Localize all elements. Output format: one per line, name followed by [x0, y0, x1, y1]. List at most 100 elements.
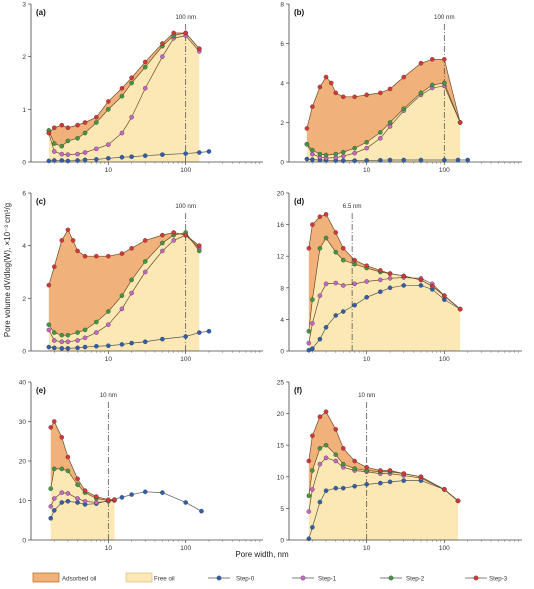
x-tick-label: 100 — [180, 167, 191, 174]
fill-areas — [48, 229, 200, 351]
data-point-step-2 — [142, 64, 148, 70]
data-point-step-0 — [59, 346, 65, 351]
data-point-step-2 — [378, 130, 383, 135]
data-point-step-1 — [94, 330, 99, 335]
data-point-step-1 — [333, 280, 339, 286]
data-point-step-1 — [352, 281, 357, 287]
data-point-step-0 — [465, 157, 470, 163]
y-tick-label: 2 — [280, 120, 284, 127]
y-tick-label: 0 — [22, 349, 26, 356]
data-point-step-1 — [364, 145, 369, 151]
panel-d: 0 4 8 12 16 20 10 100 6.5 nm (d) — [277, 191, 522, 363]
data-point-step-0 — [206, 149, 212, 154]
data-point-step-3 — [378, 268, 383, 273]
data-point-step-3 — [387, 86, 393, 92]
data-point-step-3 — [183, 232, 188, 238]
data-point-step-3 — [341, 246, 346, 251]
annotation-label: 100 nm — [175, 14, 196, 21]
data-point-step-1 — [142, 269, 148, 275]
data-point-step-0 — [82, 344, 88, 350]
data-point-step-1 — [323, 455, 329, 461]
data-point-step-2 — [106, 107, 111, 112]
data-point-step-3 — [323, 212, 329, 217]
data-point-step-2 — [323, 152, 329, 158]
data-point-step-1 — [352, 150, 357, 156]
data-point-step-3 — [341, 446, 346, 451]
data-point-step-1 — [129, 290, 134, 296]
data-point-step-1 — [75, 338, 80, 343]
free-oil-area — [48, 32, 200, 162]
data-point-step-3 — [310, 222, 315, 227]
panel-e: 0 10 20 30 40 10 100 10 nm (e) — [19, 380, 263, 552]
data-point-step-0 — [46, 158, 52, 164]
data-point-step-0 — [310, 525, 315, 530]
data-point-step-0 — [106, 343, 111, 349]
y-tick-label: 0 — [280, 160, 284, 167]
data-point-step-3 — [52, 264, 57, 270]
y-tick-label: 4 — [280, 81, 284, 88]
data-point-step-1 — [65, 339, 71, 345]
x-tick-label: 100 — [439, 167, 450, 174]
panel-label: (b) — [294, 8, 305, 17]
data-point-step-2 — [352, 145, 357, 151]
data-point-step-3 — [75, 122, 80, 128]
data-point-step-3 — [106, 497, 111, 502]
data-point-step-0 — [160, 152, 165, 157]
y-tick-label: 20 — [277, 191, 285, 198]
data-point-step-1 — [75, 496, 80, 501]
data-point-step-0 — [378, 289, 383, 295]
data-point-step-3 — [171, 230, 176, 235]
y-tick-label: 10 — [19, 498, 27, 505]
data-point-step-1 — [129, 114, 134, 120]
data-point-step-3 — [142, 59, 148, 65]
data-point-step-1 — [160, 54, 165, 59]
data-point-step-0 — [352, 302, 357, 308]
panel-label: (e) — [36, 386, 46, 395]
y-tick-label: 2 — [22, 296, 26, 303]
data-point-step-3 — [106, 253, 111, 259]
data-point-step-3 — [333, 427, 339, 432]
legend-swatch — [32, 572, 60, 583]
legend-marker — [216, 575, 222, 581]
data-point-step-0 — [59, 158, 65, 163]
data-point-step-1 — [378, 136, 383, 141]
data-point-step-0 — [317, 336, 323, 342]
data-point-step-1 — [310, 151, 315, 157]
data-point-step-3 — [119, 251, 125, 256]
adsorbed-oil-area — [48, 32, 200, 147]
data-point-step-2 — [75, 330, 80, 335]
data-point-step-3 — [129, 75, 134, 81]
data-point-step-1 — [119, 130, 125, 136]
data-point-step-3 — [418, 60, 424, 66]
data-point-step-3 — [160, 41, 165, 46]
data-point-step-0 — [129, 492, 134, 497]
data-point-step-0 — [197, 150, 202, 155]
data-point-step-3 — [65, 454, 71, 460]
data-point-step-0 — [304, 156, 310, 162]
data-point-step-0 — [106, 156, 111, 161]
data-point-step-1 — [378, 277, 383, 283]
y-tick-label: 15 — [277, 443, 285, 450]
data-point-step-1 — [82, 335, 88, 341]
data-point-step-2 — [129, 277, 134, 283]
data-point-step-0 — [206, 328, 212, 334]
data-point-step-0 — [323, 325, 329, 330]
data-point-step-0 — [82, 157, 88, 163]
data-point-step-2 — [310, 297, 315, 302]
data-point-step-3 — [94, 253, 99, 259]
y-tick-label: 20 — [277, 411, 285, 418]
data-point-step-2 — [442, 80, 447, 86]
data-point-step-3 — [94, 114, 99, 120]
data-point-step-2 — [65, 332, 71, 338]
data-point-step-0 — [364, 295, 369, 300]
data-point-step-0 — [129, 154, 134, 160]
adsorbed-oil-area — [306, 59, 461, 156]
adsorbed-oil-area — [308, 411, 459, 501]
data-point-step-3 — [442, 293, 447, 298]
y-tick-label: 40 — [19, 380, 27, 387]
x-tick-label: 100 — [180, 356, 191, 363]
y-tick-label: 4 — [22, 243, 26, 250]
y-tick-label: 0 — [280, 538, 284, 545]
legend-label: Adsorbed oil — [62, 575, 96, 582]
legend-item-step-2: Step-2 — [380, 575, 425, 582]
